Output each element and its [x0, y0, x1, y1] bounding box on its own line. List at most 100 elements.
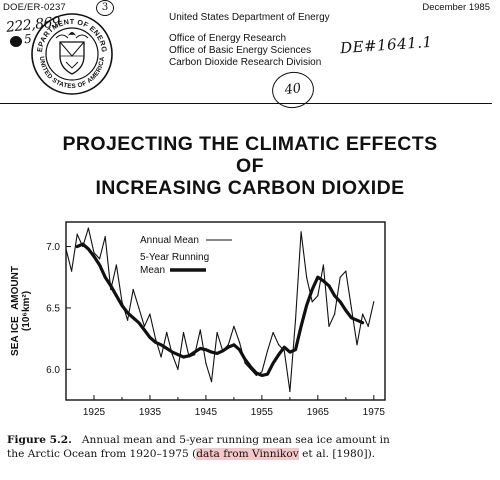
running-mean-point [361, 321, 364, 324]
agency-block: United States Department of Energy Offic… [169, 12, 330, 69]
x-tick-label: 1945 [195, 407, 218, 418]
y-tick-label: 6.5 [46, 303, 60, 314]
running-mean-point [115, 294, 118, 297]
handwritten-reference: DE#1641.1 [339, 32, 434, 58]
x-tick-label: 1955 [251, 407, 274, 418]
annual-mean-point [334, 313, 336, 315]
sea-ice-chart: 1925 1935 1945 1955 1965 1975 6.0 6.5 7.0 SEA IC… [10, 221, 386, 418]
x-tick-label: 1975 [363, 407, 386, 418]
annual-mean-point [126, 319, 129, 321]
annual-mean-point [216, 331, 218, 334]
y-axis-unit: (10⁶km²) [21, 291, 32, 331]
running-mean-point [249, 365, 252, 368]
running-mean-point [199, 347, 202, 350]
annual-mean-point [132, 288, 134, 291]
doe-seal-logo: DEPARTMENT OF ENERGY UNITED STATES OF AM… [30, 12, 113, 95]
running-mean-point [132, 316, 135, 319]
running-mean-point [344, 309, 347, 312]
running-mean-point [255, 372, 258, 374]
running-mean-point [288, 351, 291, 354]
annual-mean-point [65, 248, 67, 250]
running-mean-point [165, 347, 168, 350]
annual-mean-point [356, 344, 358, 346]
annual-mean-point [104, 236, 106, 238]
running-mean-point [154, 341, 157, 344]
running-mean-point [283, 346, 286, 349]
annual-mean-point [160, 356, 162, 358]
annual-mean-point [115, 264, 117, 266]
annual-mean-point [199, 329, 201, 331]
running-mean-point [143, 329, 146, 331]
running-mean-point [126, 311, 129, 314]
running-mean-point [188, 354, 191, 357]
running-mean-point [227, 346, 230, 349]
annual-mean-point [367, 325, 369, 327]
document-id: DOE/ER-0237 [3, 2, 66, 13]
agency-line-3: Office of Basic Energy Sciences [169, 45, 312, 56]
running-mean-point [238, 348, 241, 351]
annual-mean-point [149, 313, 151, 315]
y-axis-title-line-1: SEA ICE AMOUNT [10, 266, 21, 356]
annual-mean-point [238, 341, 241, 343]
header-divider [0, 103, 492, 104]
annual-mean-point [294, 319, 297, 321]
annual-mean-point [210, 380, 213, 383]
y-tick-label: 6.0 [46, 365, 60, 376]
running-mean-point [104, 276, 107, 279]
annual-mean-point [166, 331, 168, 334]
running-mean-point [277, 353, 280, 356]
x-tick-label: 1965 [307, 407, 330, 418]
running-mean-point [81, 243, 84, 245]
annual-mean-point [205, 362, 207, 364]
annual-mean-point [328, 325, 330, 327]
running-mean-point [193, 351, 196, 354]
x-tick-label: 1925 [83, 407, 106, 418]
running-mean-point [121, 304, 123, 307]
annual-mean-point [278, 344, 280, 346]
figure-caption: Figure 5.2. Annual mean and 5-year runni… [7, 433, 397, 461]
running-mean-point [232, 343, 235, 346]
running-mean-point [205, 348, 207, 351]
annual-mean-point [82, 245, 84, 248]
running-mean-point [339, 300, 342, 303]
running-mean-point [221, 349, 224, 352]
annual-mean-point [143, 325, 145, 327]
plot-frame [65, 221, 386, 401]
annual-mean-point [261, 371, 263, 373]
running-mean-point [294, 348, 297, 351]
annual-mean-point [322, 264, 325, 266]
agency-line-4: Carbon Dioxide Research Division [169, 57, 322, 68]
y-axis-label-amount: AMOUNT [10, 266, 21, 310]
annual-mean-point [87, 227, 89, 229]
running-mean-point [328, 284, 330, 287]
running-mean-point [311, 288, 314, 291]
running-mean-point [333, 294, 336, 297]
running-mean-point [350, 316, 353, 319]
running-mean-point [109, 284, 112, 287]
annual-mean-point [244, 362, 246, 364]
running-mean-point [210, 351, 213, 354]
annual-mean-point [306, 276, 308, 278]
annual-mean-point [171, 353, 173, 356]
running-mean-point [322, 280, 325, 282]
annual-mean-point [283, 350, 285, 352]
running-mean-point [93, 255, 95, 258]
annual-mean-point [350, 307, 353, 309]
handwritten-page-number: 40 [269, 69, 317, 111]
annual-mean-line [65, 227, 375, 392]
running-mean-point [260, 374, 263, 377]
running-mean-point [272, 362, 274, 365]
running-mean-point [177, 353, 179, 356]
running-mean-point [316, 276, 319, 279]
running-mean-point [76, 245, 79, 248]
annual-mean-point [250, 368, 252, 370]
running-mean-point [182, 356, 185, 358]
annual-mean-point [194, 353, 196, 356]
annual-mean-point [70, 270, 73, 272]
annual-mean-point [110, 288, 112, 291]
title-line-1: PROJECTING THE CLIMATIC EFFECTS [62, 133, 438, 155]
report-title: PROJECTING THE CLIMATIC EFFECTS OF INCRE… [0, 133, 500, 199]
annual-mean-point [300, 231, 302, 233]
caption-text: Annual mean and 5-year running mean sea … [7, 434, 390, 460]
annual-mean-point [233, 325, 235, 327]
